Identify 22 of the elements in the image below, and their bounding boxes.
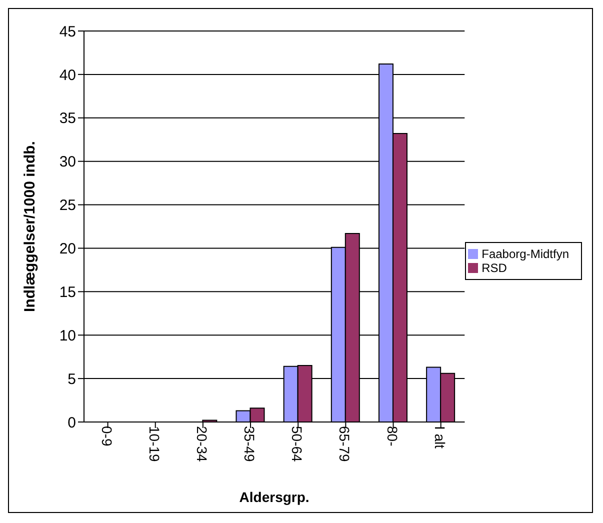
- x-tick-label: 0-9: [98, 426, 115, 446]
- y-tick-label: 40: [59, 66, 76, 84]
- legend-label: RSD: [482, 260, 507, 274]
- x-tick-label: 80-: [384, 426, 400, 447]
- x-tick-label: I alt: [432, 426, 448, 449]
- y-tick-label: 10: [59, 327, 76, 344]
- y-axis-title: Indlæggelser/1000 indb.: [21, 141, 38, 312]
- y-tick-label: 30: [59, 154, 76, 171]
- y-tick-label: 20: [59, 240, 76, 258]
- x-axis-title: Aldersgrp.: [239, 489, 310, 505]
- y-tick-label: 0: [68, 414, 76, 432]
- y-tick-label: 25: [59, 197, 76, 214]
- y-tick-label: 45: [59, 23, 76, 40]
- x-tick-label: 10-19: [146, 426, 162, 462]
- x-tick-label: 50-64: [289, 426, 306, 462]
- legend-label: Faaborg-Midtfyn: [482, 246, 569, 260]
- y-tick-label: 15: [59, 284, 76, 301]
- y-tick-label: 5: [68, 370, 76, 388]
- y-tick-label: 35: [59, 110, 76, 128]
- x-tick-label: 65-79: [336, 426, 353, 462]
- x-tick-label: 35-49: [242, 426, 258, 462]
- x-tick-label: 20-34: [194, 426, 210, 462]
